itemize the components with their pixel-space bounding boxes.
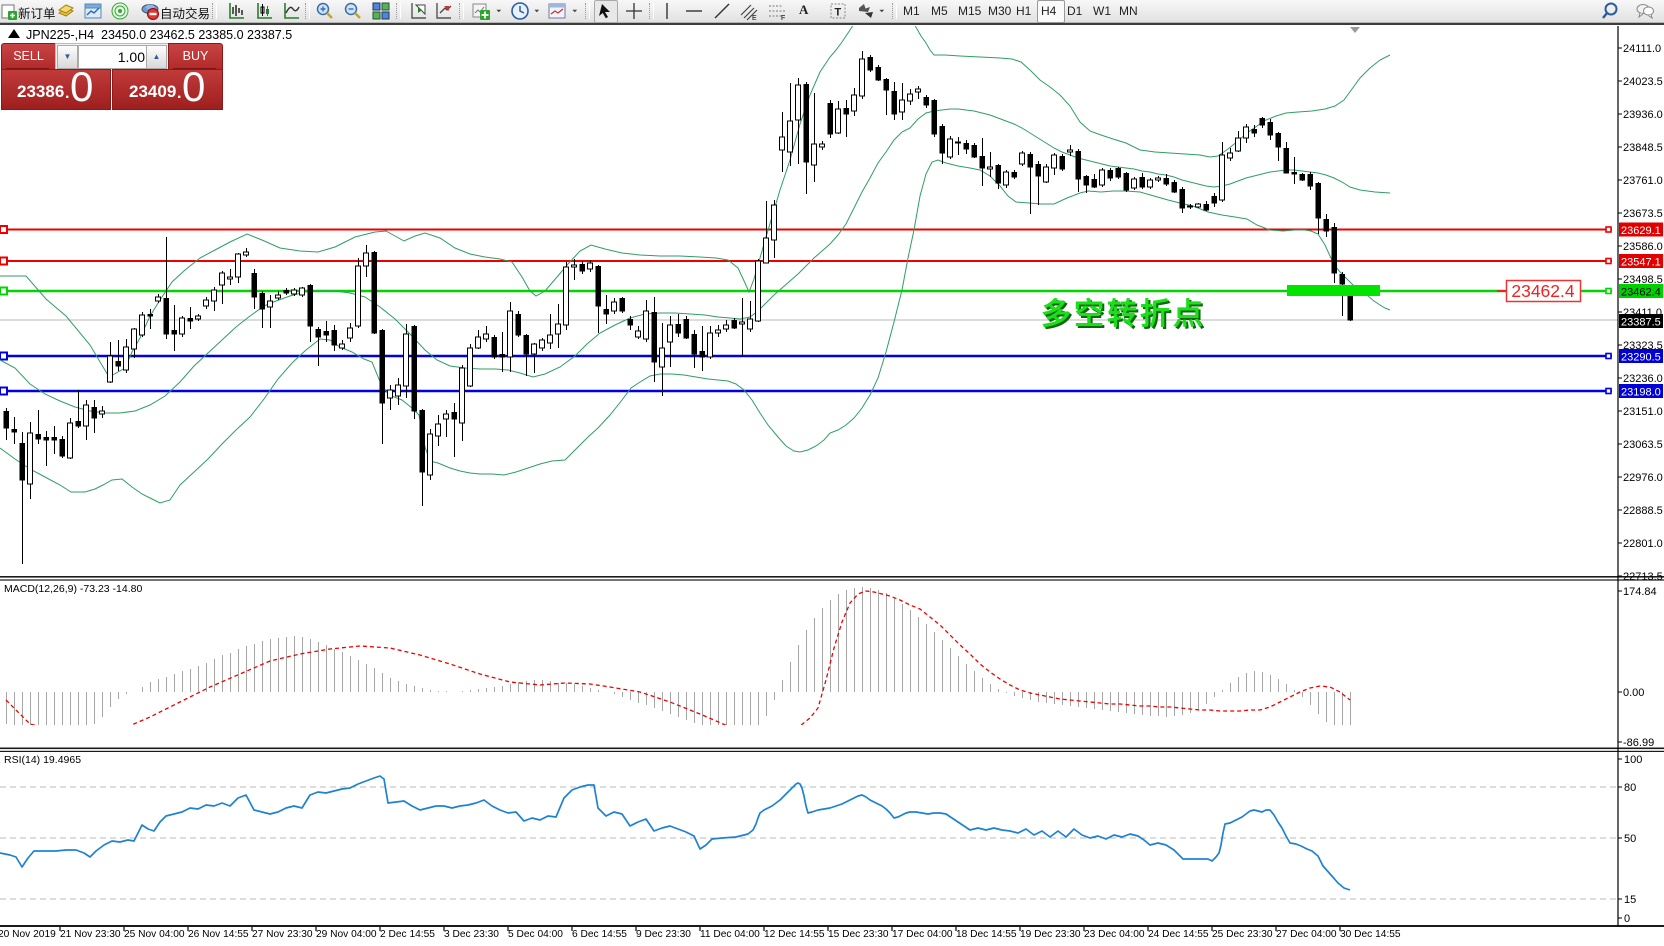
svg-text:15: 15: [1624, 894, 1636, 906]
svg-text:2 Dec 14:55: 2 Dec 14:55: [380, 929, 435, 940]
svg-text:23462.4: 23462.4: [1621, 287, 1661, 299]
svg-text:0.00: 0.00: [1623, 687, 1644, 699]
svg-text:JPN225-,H4 23450.0 23462.5 23: JPN225-,H4 23450.0 23462.5 23385.0 23387…: [26, 28, 292, 42]
svg-text:12 Dec 14:55: 12 Dec 14:55: [764, 929, 825, 940]
svg-text:22801.0: 22801.0: [1623, 538, 1663, 550]
svg-text:23462.4: 23462.4: [1511, 281, 1575, 301]
svg-text:23151.0: 23151.0: [1623, 406, 1663, 418]
svg-text:3 Dec 23:30: 3 Dec 23:30: [444, 929, 499, 940]
svg-text:24023.5: 24023.5: [1623, 76, 1663, 88]
svg-text:6 Dec 14:55: 6 Dec 14:55: [572, 929, 627, 940]
svg-text:18 Dec 14:55: 18 Dec 14:55: [956, 929, 1017, 940]
svg-text:20 Nov 2019: 20 Nov 2019: [0, 929, 56, 940]
svg-text:23290.5: 23290.5: [1621, 352, 1661, 364]
svg-text:23 Dec 04:00: 23 Dec 04:00: [1084, 929, 1145, 940]
svg-text:23848.5: 23848.5: [1623, 142, 1663, 154]
svg-text:0: 0: [1624, 913, 1630, 925]
svg-text:23673.5: 23673.5: [1623, 208, 1663, 220]
svg-text:80: 80: [1624, 782, 1636, 794]
svg-text:23547.1: 23547.1: [1621, 257, 1661, 269]
svg-text:23387.5: 23387.5: [1621, 317, 1661, 329]
svg-text:17 Dec 04:00: 17 Dec 04:00: [892, 929, 953, 940]
svg-text:30 Dec 14:55: 30 Dec 14:55: [1340, 929, 1401, 940]
svg-text:50: 50: [1624, 833, 1636, 845]
svg-text:23063.5: 23063.5: [1623, 439, 1663, 451]
svg-text:19 Dec 23:30: 19 Dec 23:30: [1020, 929, 1081, 940]
svg-text:F: F: [781, 15, 785, 21]
svg-text:多空转折点: 多空转折点: [1041, 298, 1206, 331]
svg-text:MACD(12,26,9) -73.23 -14.80: MACD(12,26,9) -73.23 -14.80: [4, 583, 142, 595]
svg-text:11 Dec 04:00: 11 Dec 04:00: [700, 929, 760, 940]
svg-text:22976.0: 22976.0: [1623, 472, 1663, 484]
svg-text:25 Dec 23:30: 25 Dec 23:30: [1212, 929, 1273, 940]
svg-text:E: E: [752, 15, 757, 21]
svg-text:100: 100: [1624, 754, 1642, 766]
svg-text:T: T: [835, 7, 842, 19]
svg-text:174.84: 174.84: [1623, 586, 1657, 598]
svg-text:多空转折点: 多空转折点: [1043, 300, 1208, 333]
svg-text:25 Nov 04:00: 25 Nov 04:00: [124, 929, 185, 940]
svg-text:-86.99: -86.99: [1623, 737, 1654, 749]
svg-text:27 Nov 23:30: 27 Nov 23:30: [252, 929, 313, 940]
svg-text:26 Nov 14:55: 26 Nov 14:55: [188, 929, 249, 940]
svg-text:24 Dec 14:55: 24 Dec 14:55: [1148, 929, 1209, 940]
svg-text:23629.1: 23629.1: [1621, 225, 1661, 237]
svg-text:23198.0: 23198.0: [1621, 387, 1661, 399]
svg-text:5 Dec 04:00: 5 Dec 04:00: [508, 929, 563, 940]
svg-text:23498.5: 23498.5: [1623, 274, 1663, 286]
svg-text:23236.0: 23236.0: [1623, 373, 1663, 385]
svg-text:21 Nov 23:30: 21 Nov 23:30: [60, 929, 121, 940]
svg-text:27 Dec 04:00: 27 Dec 04:00: [1276, 929, 1337, 940]
svg-text:15 Dec 23:30: 15 Dec 23:30: [828, 929, 889, 940]
svg-text:RSI(14) 19.4965: RSI(14) 19.4965: [4, 754, 81, 766]
svg-text:23761.0: 23761.0: [1623, 175, 1663, 187]
svg-text:22713.5: 22713.5: [1623, 571, 1663, 583]
svg-text:23936.0: 23936.0: [1623, 109, 1663, 121]
svg-text:23586.0: 23586.0: [1623, 241, 1663, 253]
svg-text:22888.5: 22888.5: [1623, 505, 1663, 517]
svg-text:29 Nov 04:00: 29 Nov 04:00: [316, 929, 377, 940]
svg-text:24111.0: 24111.0: [1623, 43, 1661, 55]
svg-text:9 Dec 23:30: 9 Dec 23:30: [636, 929, 691, 940]
